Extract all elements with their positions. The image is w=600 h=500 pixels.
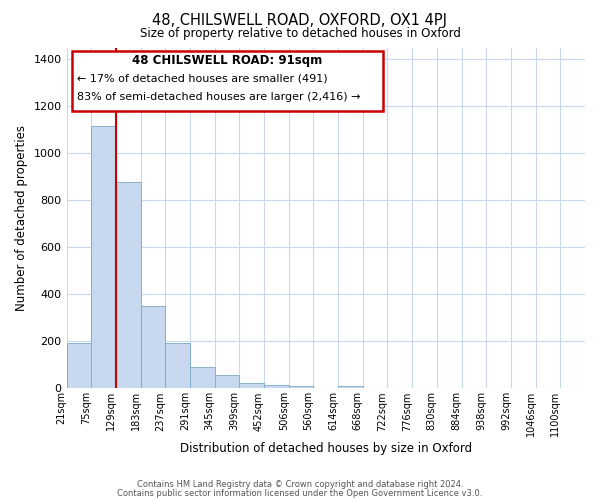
Bar bbox=[165, 342, 190, 388]
Bar bbox=[239, 382, 264, 388]
Text: 48 CHILSWELL ROAD: 91sqm: 48 CHILSWELL ROAD: 91sqm bbox=[132, 54, 322, 68]
FancyBboxPatch shape bbox=[72, 51, 383, 110]
Bar bbox=[338, 386, 363, 388]
Bar bbox=[289, 386, 313, 388]
Text: 48, CHILSWELL ROAD, OXFORD, OX1 4PJ: 48, CHILSWELL ROAD, OXFORD, OX1 4PJ bbox=[152, 12, 448, 28]
Bar bbox=[264, 385, 289, 388]
Bar bbox=[190, 368, 215, 388]
Text: Contains public sector information licensed under the Open Government Licence v3: Contains public sector information licen… bbox=[118, 489, 482, 498]
Bar bbox=[140, 306, 165, 388]
Text: Size of property relative to detached houses in Oxford: Size of property relative to detached ho… bbox=[140, 28, 460, 40]
Text: ← 17% of detached houses are smaller (491): ← 17% of detached houses are smaller (49… bbox=[77, 73, 328, 83]
Bar bbox=[91, 126, 116, 388]
Bar bbox=[215, 376, 239, 388]
Bar bbox=[67, 342, 91, 388]
Bar bbox=[116, 182, 140, 388]
Y-axis label: Number of detached properties: Number of detached properties bbox=[15, 125, 28, 311]
Text: 83% of semi-detached houses are larger (2,416) →: 83% of semi-detached houses are larger (… bbox=[77, 92, 361, 102]
X-axis label: Distribution of detached houses by size in Oxford: Distribution of detached houses by size … bbox=[180, 442, 472, 455]
Text: Contains HM Land Registry data © Crown copyright and database right 2024.: Contains HM Land Registry data © Crown c… bbox=[137, 480, 463, 489]
